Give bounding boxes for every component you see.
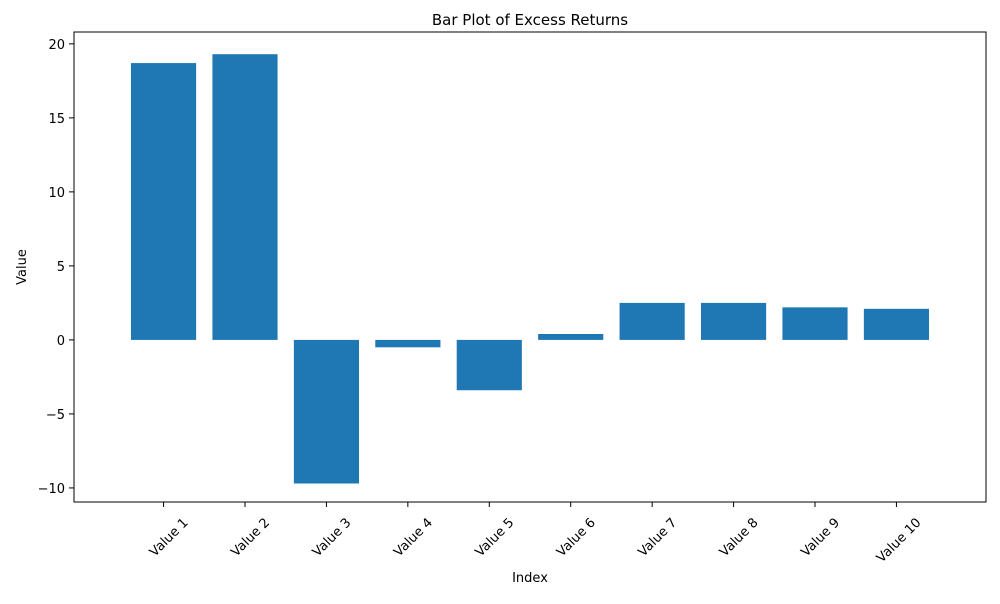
y-tick-label-0: 0 xyxy=(57,334,65,349)
x-tick-label-9: Value 9 xyxy=(798,515,843,560)
bar-9 xyxy=(782,307,848,340)
x-tick-label-8: Value 8 xyxy=(717,515,762,560)
bar-10 xyxy=(863,308,929,340)
y-tick-label-15: 15 xyxy=(48,112,65,127)
y-tick-label--5: −5 xyxy=(46,408,65,423)
x-tick-label-10: Value 10 xyxy=(874,515,924,565)
bar-6 xyxy=(538,333,604,340)
chart-title: Bar Plot of Excess Returns xyxy=(432,11,628,29)
y-axis-label: Value xyxy=(15,249,30,285)
x-ticks-group: Value 1 Value 2 Value 3 Value 4 Value 5 Value… xyxy=(147,502,924,566)
bar-7 xyxy=(619,302,685,340)
bar-1 xyxy=(131,63,197,340)
y-ticks-group: −10 −5 0 5 10 15 20 xyxy=(38,38,74,497)
x-axis-label: Index xyxy=(512,571,548,586)
bar-3 xyxy=(293,339,359,484)
plot-frame xyxy=(73,31,987,503)
x-tick-label-3: Value 3 xyxy=(310,515,355,560)
bar-4 xyxy=(375,339,441,348)
x-tick-label-4: Value 4 xyxy=(391,515,436,560)
bar-2 xyxy=(212,54,278,340)
y-tick-label-10: 10 xyxy=(48,186,65,201)
x-tick-label-6: Value 6 xyxy=(554,515,599,560)
x-tick-label-2: Value 2 xyxy=(228,515,273,560)
x-tick-label-1: Value 1 xyxy=(147,515,192,560)
x-tick-label-5: Value 5 xyxy=(473,515,518,560)
bar-5 xyxy=(456,339,522,391)
y-tick-label-20: 20 xyxy=(48,38,65,53)
y-tick-label--10: −10 xyxy=(38,482,65,497)
y-tick-label-5: 5 xyxy=(57,260,65,275)
bars-group xyxy=(131,54,929,484)
x-tick-label-7: Value 7 xyxy=(636,515,681,560)
bar-8 xyxy=(701,302,767,340)
